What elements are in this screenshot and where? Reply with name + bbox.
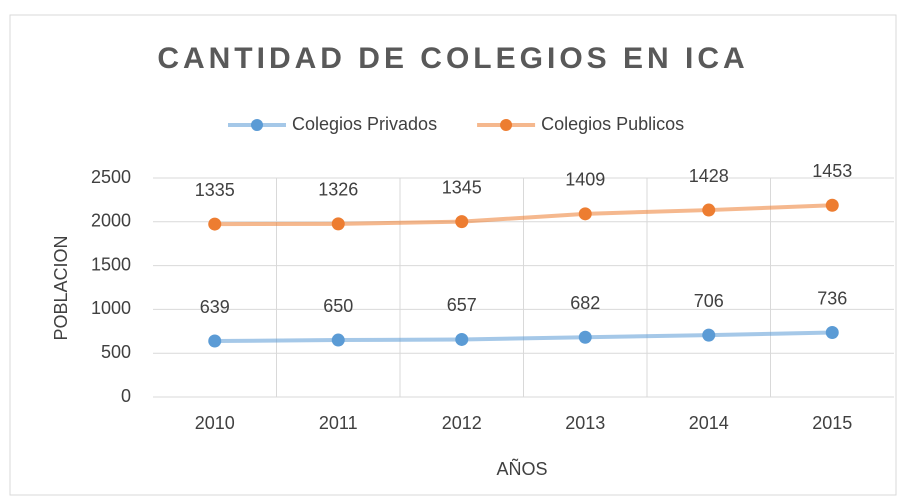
chart-border xyxy=(9,14,897,496)
x-tick-label: 2012 xyxy=(442,413,482,433)
data-point xyxy=(825,198,839,212)
x-tick-label: 2015 xyxy=(812,413,852,433)
data-label: 1428 xyxy=(689,166,729,186)
legend-marker xyxy=(251,119,263,131)
series-line xyxy=(214,203,833,227)
data-label: 1345 xyxy=(442,177,482,197)
data-point xyxy=(825,326,839,340)
data-point xyxy=(331,217,345,231)
legend-label: Colegios Publicos xyxy=(541,114,684,134)
data-label: 639 xyxy=(200,297,230,317)
y-tick-label: 2500 xyxy=(91,167,131,187)
data-label: 1326 xyxy=(318,180,358,200)
legend-marker xyxy=(500,119,513,131)
x-tick-label: 2010 xyxy=(195,413,235,433)
x-tick-label: 2011 xyxy=(319,413,358,433)
data-label: 736 xyxy=(817,288,847,308)
data-point xyxy=(208,217,222,231)
y-tick-label: 2000 xyxy=(91,211,131,231)
data-label: 657 xyxy=(447,295,477,315)
data-point xyxy=(455,215,469,229)
y-tick-label: 500 xyxy=(101,342,131,362)
data-point xyxy=(702,203,716,217)
y-tick-label: 1500 xyxy=(91,254,131,274)
data-point xyxy=(578,207,592,221)
data-label: 1409 xyxy=(565,170,605,190)
legend-label: Colegios Privados xyxy=(292,114,437,134)
data-label: 682 xyxy=(570,293,600,313)
y-axis-label: POBLACION xyxy=(51,235,71,340)
chart-title: CANTIDAD DE COLEGIOS EN ICA xyxy=(157,42,748,75)
data-label: 1453 xyxy=(812,161,852,181)
x-axis-label: AÑOS xyxy=(496,458,547,479)
data-point xyxy=(208,334,222,348)
data-label: 1335 xyxy=(195,180,235,200)
data-label: 706 xyxy=(694,291,724,311)
y-tick-label: 1000 xyxy=(91,298,131,318)
data-label: 650 xyxy=(323,296,353,316)
data-point xyxy=(578,330,592,344)
x-tick-label: 2014 xyxy=(689,413,729,433)
data-point xyxy=(702,328,716,342)
series-line xyxy=(214,330,833,344)
data-point xyxy=(331,333,345,347)
y-tick-label: 0 xyxy=(121,386,131,406)
data-point xyxy=(455,332,469,346)
x-tick-label: 2013 xyxy=(565,413,605,433)
